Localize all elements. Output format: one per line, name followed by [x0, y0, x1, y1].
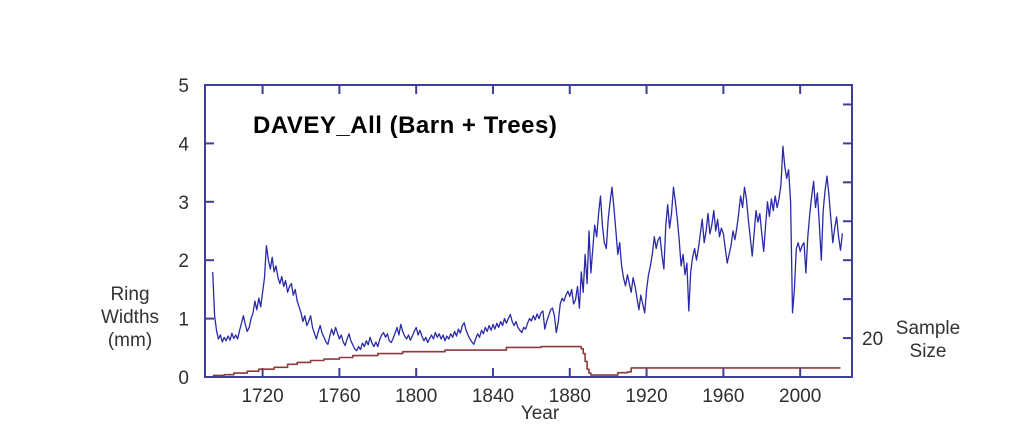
- x-axis-tick-label: 2000: [779, 386, 821, 407]
- left-axis-title-line3: (mm): [107, 330, 153, 351]
- right-axis-title-line1: Sample: [895, 318, 961, 339]
- x-axis-tick-label: 1920: [625, 386, 667, 407]
- x-axis-tick-label: 1960: [702, 386, 744, 407]
- y-left-tick-label: 4: [178, 134, 189, 155]
- y-left-tick-label: 2: [178, 251, 189, 272]
- x-axis-tick-label: 1760: [318, 386, 360, 407]
- x-axis-tick-label: 1880: [549, 386, 591, 407]
- chart-title: DAVEY_All (Barn + Trees): [253, 112, 558, 139]
- plot-frame: [204, 84, 853, 378]
- left-axis-title-line2: Widths: [100, 307, 160, 328]
- y-left-tick-label: 3: [178, 193, 189, 214]
- right-axis-title-line2: Size: [909, 341, 947, 362]
- right-axis-title: Sample Size: [878, 317, 978, 363]
- y-right-tick-label: 20: [862, 329, 883, 350]
- x-axis-tick-label: 1840: [472, 386, 514, 407]
- x-axis-title: Year: [520, 403, 560, 424]
- x-axis-tick-label: 1720: [241, 386, 283, 407]
- x-axis-tick-label: 1800: [395, 386, 437, 407]
- y-left-tick-label: 1: [178, 310, 189, 331]
- left-axis-title: Ring Widths (mm): [72, 283, 188, 352]
- left-axis-title-line1: Ring: [110, 284, 150, 305]
- ring-width-line: [212, 145, 844, 352]
- sample-size-line: [212, 345, 841, 377]
- y-left-tick-label: 5: [178, 76, 189, 97]
- y-left-tick-label: 0: [178, 368, 189, 389]
